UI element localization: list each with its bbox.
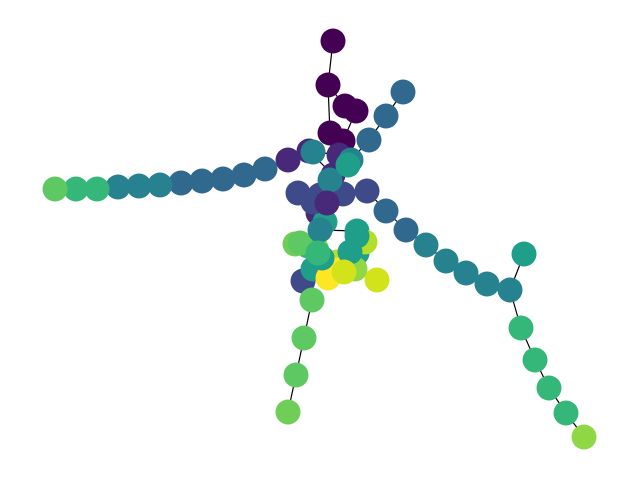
graph-node-49 bbox=[42, 176, 68, 202]
graph-node-21 bbox=[390, 79, 416, 105]
graph-node-73 bbox=[305, 240, 331, 266]
graph-node-19 bbox=[189, 168, 215, 194]
graph-node-52 bbox=[283, 362, 309, 388]
graph-node-69 bbox=[307, 217, 333, 243]
graph-node-50 bbox=[299, 287, 325, 313]
graph-node-0 bbox=[320, 28, 346, 54]
graph-node-47 bbox=[84, 176, 110, 202]
graph-node-22 bbox=[373, 103, 399, 129]
graph-node-72 bbox=[344, 223, 370, 249]
graph-node-60 bbox=[364, 267, 390, 293]
graph-node-33 bbox=[126, 173, 152, 199]
graph-node-16 bbox=[252, 156, 278, 182]
graph-node-17 bbox=[231, 162, 257, 188]
graph-node-29 bbox=[317, 167, 343, 193]
graph-node-1 bbox=[315, 72, 341, 98]
graph-node-14 bbox=[354, 178, 380, 204]
node-layer bbox=[42, 28, 597, 450]
graph-node-53 bbox=[275, 399, 301, 425]
graph-node-39 bbox=[511, 241, 537, 267]
graph-node-24 bbox=[413, 232, 439, 258]
graph-node-20 bbox=[168, 170, 194, 196]
graph-node-51 bbox=[291, 325, 317, 351]
graph-node-74 bbox=[314, 190, 340, 216]
graph-node-45 bbox=[536, 375, 562, 401]
graph-node-26 bbox=[453, 260, 479, 286]
graph-node-18 bbox=[210, 166, 236, 192]
graph-node-8 bbox=[275, 147, 301, 173]
graph-node-48 bbox=[63, 176, 89, 202]
graph-node-46 bbox=[553, 400, 579, 426]
graph-node-31 bbox=[300, 139, 326, 165]
graph-node-32 bbox=[147, 172, 173, 198]
graph-node-27 bbox=[474, 271, 500, 297]
graph-node-23 bbox=[356, 127, 382, 153]
graph-node-71 bbox=[331, 259, 357, 285]
graph-node-3 bbox=[343, 98, 369, 124]
graph-node-34 bbox=[105, 174, 131, 200]
graph-node-63 bbox=[373, 198, 399, 224]
graph-node-64 bbox=[393, 217, 419, 243]
graph-node-44 bbox=[522, 347, 548, 373]
graph-node-25 bbox=[433, 248, 459, 274]
graph-node-41 bbox=[335, 152, 361, 178]
graph-node-56 bbox=[571, 424, 597, 450]
graph-node-43 bbox=[508, 315, 534, 341]
graph-node-28 bbox=[497, 277, 523, 303]
